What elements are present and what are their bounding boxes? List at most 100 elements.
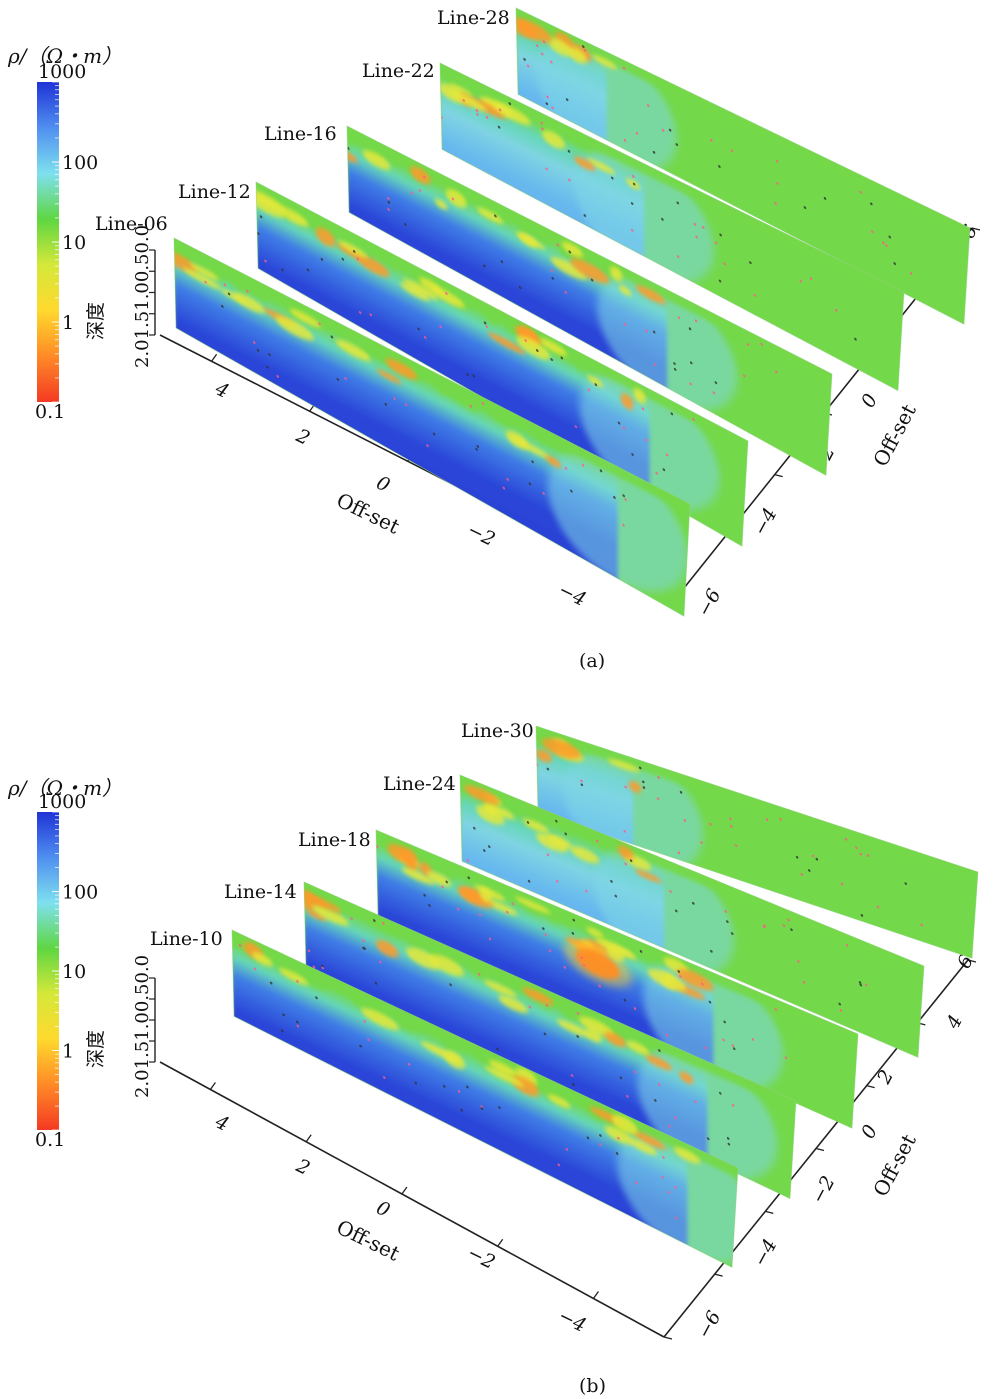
sample-point <box>526 821 530 824</box>
sample-point <box>542 927 545 931</box>
side-axis-tick <box>815 1147 825 1152</box>
sample-point <box>641 407 645 411</box>
sample-point <box>259 215 263 219</box>
sample-point <box>645 329 649 333</box>
sample-point <box>706 1137 710 1141</box>
front-axis-tick-label: −4 <box>555 579 590 611</box>
sample-point <box>692 418 695 421</box>
low-resistivity-anomaly <box>628 1138 658 1155</box>
colorbar-title: ρ/（Ω・m） <box>7 44 122 68</box>
sample-point <box>631 453 634 456</box>
sample-point <box>657 1083 661 1087</box>
side-axis-tick-label: −2 <box>807 1172 840 1207</box>
sample-point <box>580 779 583 783</box>
low-resistivity-anomaly <box>584 1028 603 1043</box>
low-resistivity-anomaly <box>278 968 309 985</box>
low-resistivity-anomaly <box>548 37 573 57</box>
low-resistivity-anomaly <box>375 939 399 958</box>
section-outline <box>303 881 797 1200</box>
sample-point <box>676 255 680 259</box>
front-offset-axis-line <box>159 1061 665 1338</box>
sample-point <box>542 491 545 495</box>
sample-point <box>674 1216 678 1220</box>
sample-point <box>689 361 693 365</box>
sample-point <box>893 262 897 266</box>
sample-point <box>784 1056 788 1060</box>
sample-point <box>564 832 568 836</box>
sample-point <box>564 466 568 470</box>
front-axis-tick-label: 2 <box>292 1154 313 1180</box>
low-resistivity-anomaly <box>487 332 526 355</box>
sample-point <box>590 278 594 282</box>
sample-point <box>844 837 848 841</box>
sample-point <box>638 766 642 770</box>
low-resistivity-anomaly <box>385 358 418 380</box>
sample-point <box>858 981 862 984</box>
colorbar: ρ/（Ω・m）1000 100 10 1 0.1 <box>7 776 122 1151</box>
sample-point <box>653 363 657 367</box>
low-resistivity-anomaly <box>401 867 435 885</box>
low-resistivity-anomaly <box>189 263 219 281</box>
sample-point <box>227 292 231 296</box>
sample-point <box>661 1175 664 1179</box>
sample-point <box>676 201 680 205</box>
sample-point <box>423 893 426 897</box>
sample-point <box>598 984 601 988</box>
low-resistivity-anomaly <box>604 1125 633 1145</box>
sample-point <box>546 95 549 99</box>
low-resistivity-anomaly <box>431 286 465 308</box>
low-resistivity-anomaly <box>635 285 666 304</box>
low-resistivity-anomaly <box>574 156 596 171</box>
sample-point <box>694 1100 697 1104</box>
low-resistivity-anomaly <box>556 1019 591 1037</box>
sample-point <box>383 1076 386 1080</box>
sample-point <box>410 191 414 195</box>
side-axis-tick-label: 2 <box>873 1066 899 1088</box>
sample-point <box>630 202 634 205</box>
sample-point <box>834 308 838 312</box>
sample-point <box>564 291 568 294</box>
sample-point <box>760 342 763 346</box>
sample-point <box>888 235 892 239</box>
sample-point <box>555 879 559 883</box>
sample-point <box>508 102 512 106</box>
sample-point <box>445 291 448 295</box>
sample-point <box>442 1084 446 1088</box>
low-resistivity-anomaly <box>356 254 390 277</box>
sample-point <box>909 272 913 275</box>
sample-point <box>576 1035 579 1038</box>
sample-point <box>482 849 486 853</box>
sample-point <box>223 283 227 287</box>
sample-point <box>545 102 549 106</box>
sample-point <box>799 279 803 283</box>
sample-point <box>557 1163 561 1167</box>
sample-point <box>568 250 572 254</box>
sample-point <box>548 949 552 953</box>
sample-point <box>523 57 526 61</box>
sample-point <box>776 181 779 185</box>
sample-point <box>762 925 766 929</box>
low-resistivity-anomaly <box>536 749 552 763</box>
colorbar-tick-label: 10 <box>62 232 86 254</box>
sample-point <box>860 914 864 917</box>
low-resistivity-anomaly <box>420 1041 460 1062</box>
sample-point <box>466 373 469 377</box>
sample-point <box>859 983 863 987</box>
sample-point <box>724 910 728 913</box>
sample-point <box>774 1008 778 1011</box>
sample-point <box>631 174 635 178</box>
low-resistivity-anomaly <box>516 336 551 360</box>
low-resistivity-anomaly <box>518 232 538 248</box>
sample-point <box>535 44 539 48</box>
low-resistivity-anomaly <box>545 455 562 468</box>
section-label: Line-14 <box>224 881 297 903</box>
sample-point <box>312 965 316 969</box>
low-resistivity-anomaly <box>252 952 273 967</box>
sample-point <box>876 905 880 909</box>
sample-point <box>624 498 627 502</box>
sample-point <box>556 243 560 247</box>
sample-point <box>276 374 280 378</box>
sample-point <box>658 1049 661 1052</box>
sample-point <box>487 845 491 849</box>
front-axis-label: Off-set <box>333 1215 404 1266</box>
